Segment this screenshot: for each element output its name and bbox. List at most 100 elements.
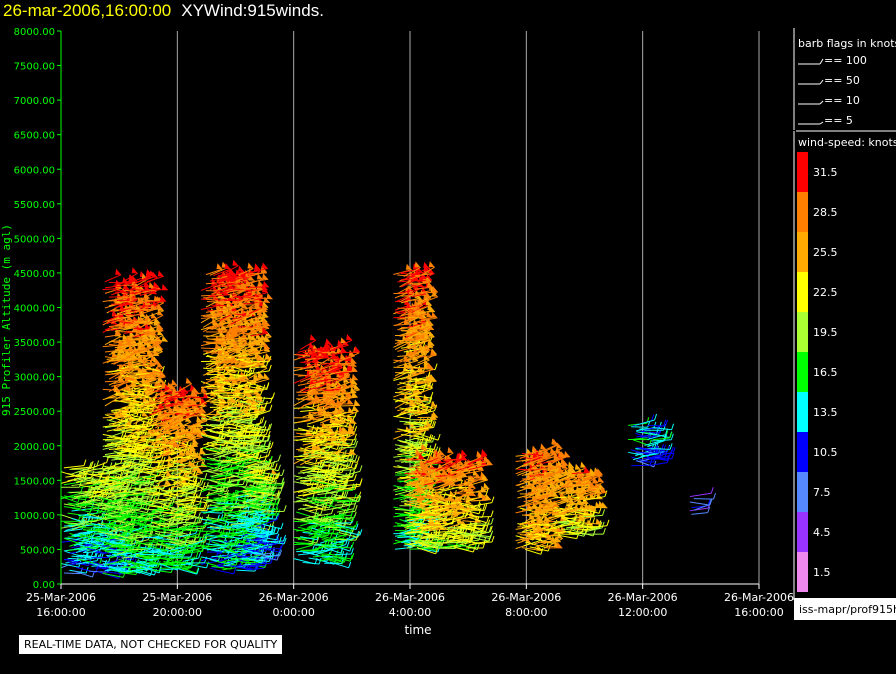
chart-title: 26-mar-2006,16:00:00 XYWind:915winds. [3, 1, 324, 21]
wind-barb [63, 572, 81, 575]
wind-barb [236, 339, 258, 348]
wind-barb-flag [255, 332, 262, 339]
wind-barb [258, 460, 279, 469]
wind-barb [128, 447, 147, 453]
wind-barb [205, 434, 225, 440]
wind-barb [80, 504, 99, 508]
wind-barb [151, 408, 172, 416]
wind-barb [209, 442, 229, 447]
wind-barb [91, 523, 109, 528]
wind-barb [250, 316, 269, 320]
wind-barb [154, 491, 176, 499]
wind-barb-flag [323, 351, 330, 358]
wind-barb [248, 350, 271, 357]
wind-barb-flag [307, 394, 314, 401]
wind-barb [165, 505, 183, 513]
wind-barb [252, 468, 271, 473]
wind-barb [296, 458, 316, 465]
wind-barb-flag [211, 312, 218, 319]
wind-barb-flag [115, 328, 122, 335]
wind-barb [311, 519, 331, 527]
wind-barb [243, 526, 260, 533]
wind-barb-tick [233, 567, 237, 575]
wind-barb [217, 438, 238, 445]
wind-barb [238, 268, 254, 276]
wind-barb [144, 310, 165, 319]
wind-barb-tick [190, 550, 194, 558]
wind-barb [135, 542, 153, 545]
wind-barb [300, 374, 319, 383]
wind-barb [222, 394, 245, 397]
wind-barb [187, 499, 207, 504]
wind-barb [243, 526, 260, 532]
wind-barb [320, 532, 340, 535]
wind-barb-tick [276, 513, 280, 520]
wind-barb [302, 482, 321, 486]
wind-barb-tick [137, 389, 141, 396]
wind-barb-flag [257, 280, 264, 287]
wind-barb [146, 511, 163, 516]
wind-barb [251, 429, 270, 432]
wind-barb [71, 507, 91, 513]
wind-barb [97, 571, 119, 579]
wind-barb [232, 522, 253, 527]
wind-barb [178, 503, 200, 511]
wind-barb [108, 481, 126, 487]
wind-barb [213, 268, 231, 277]
wind-barb [232, 323, 251, 327]
wind-barb-tick [268, 364, 272, 372]
wind-barb [84, 515, 102, 519]
wind-barb [84, 497, 102, 504]
wind-barb-tick [266, 502, 270, 509]
wind-barb-flag [115, 268, 122, 275]
wind-barb [213, 449, 234, 457]
wind-barb [114, 327, 135, 332]
wind-barb [142, 513, 160, 517]
wind-barb [236, 373, 253, 378]
wind-barb [73, 531, 94, 536]
wind-barb [230, 453, 252, 460]
wind-barb-tick [268, 523, 272, 530]
wind-barb [116, 519, 133, 526]
wind-barb [230, 565, 247, 570]
wind-barb [181, 550, 203, 555]
wind-barb [235, 358, 252, 364]
wind-barb [205, 364, 222, 375]
wind-barb-tick [92, 463, 96, 470]
wind-barb-flag [261, 315, 268, 322]
wind-barb [86, 512, 106, 520]
wind-barb [311, 513, 332, 518]
wind-barb-tick [267, 449, 271, 457]
wind-barb [243, 500, 264, 508]
wind-barb [130, 360, 149, 367]
wind-barb-tick [283, 534, 287, 542]
wind-barb [249, 448, 268, 450]
wind-barb-tick [96, 460, 100, 467]
wind-barb [300, 432, 317, 435]
wind-barb-tick [156, 462, 160, 469]
wind-barb [224, 535, 242, 540]
wind-barb [207, 463, 228, 467]
wind-barb [246, 278, 269, 284]
wind-barb [262, 487, 283, 491]
wind-barb-tick [198, 502, 202, 509]
wind-barb [217, 296, 239, 302]
wind-barb [235, 460, 256, 469]
wind-barb [203, 367, 223, 371]
wind-barb [256, 528, 274, 534]
wind-barb [201, 316, 220, 319]
wind-barb-tick [207, 540, 211, 547]
wind-barb-tick [140, 525, 144, 532]
wind-barb-flag [250, 281, 257, 288]
wind-barb [230, 511, 248, 519]
wind-barb [245, 301, 261, 310]
wind-barb [206, 518, 226, 525]
wind-barb [181, 495, 200, 499]
wind-barb [260, 466, 279, 472]
wind-barb-tick [264, 400, 268, 408]
wind-barb-flag [185, 377, 192, 384]
wind-barb-tick [164, 467, 168, 474]
wind-barb-tick [279, 549, 283, 557]
wind-barb [246, 564, 266, 567]
